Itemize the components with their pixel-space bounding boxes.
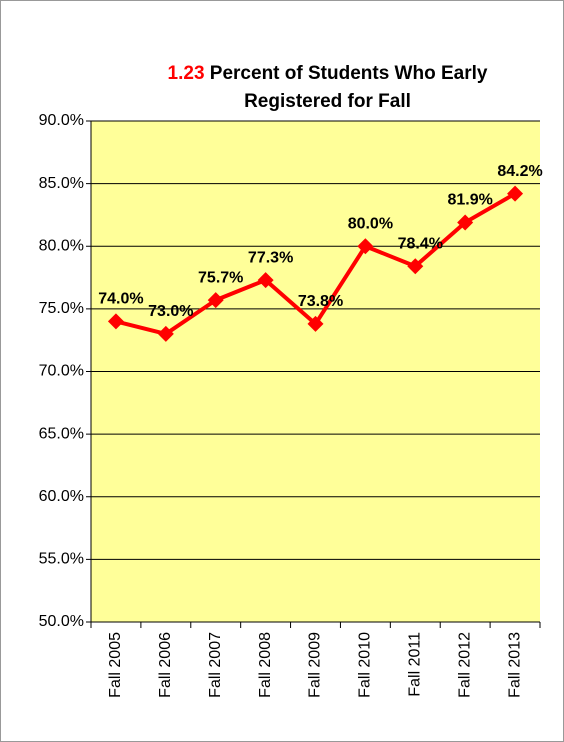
data-label: 73.8% <box>298 293 343 310</box>
y-tick-label: 50.0% <box>39 613 84 630</box>
marker <box>157 325 174 342</box>
x-tick-label: Fall 2013 <box>506 632 523 698</box>
x-tick-label: Fall 2010 <box>357 632 374 698</box>
x-tick-label: Fall 2009 <box>307 632 324 698</box>
marker <box>257 272 274 289</box>
y-tick-label: 90.0% <box>39 112 84 129</box>
marker <box>407 258 424 275</box>
y-tick-label: 80.0% <box>39 237 84 254</box>
x-tick-label: Fall 2005 <box>107 632 124 698</box>
data-label: 81.9% <box>447 192 492 209</box>
chart-title: 1.23 Percent of Students Who Early Regis… <box>150 60 505 116</box>
y-tick-label: 70.0% <box>39 363 84 380</box>
marker <box>107 313 124 330</box>
y-tick-label: 55.0% <box>39 551 84 568</box>
x-tick-label: Fall 2007 <box>207 632 224 698</box>
marker <box>457 214 474 231</box>
data-label: 84.2% <box>497 163 542 180</box>
x-tick-label: Fall 2012 <box>456 632 473 698</box>
marker <box>207 292 224 309</box>
y-tick-label: 75.0% <box>39 300 84 317</box>
y-tick-label: 85.0% <box>39 175 84 192</box>
data-label: 77.3% <box>248 249 293 266</box>
data-label: 75.7% <box>198 269 243 286</box>
data-label: 74.0% <box>98 291 143 308</box>
title-text: Percent of Students Who Early Registered… <box>209 63 488 112</box>
data-label: 80.0% <box>348 215 393 232</box>
x-tick-label: Fall 2006 <box>157 632 174 698</box>
marker <box>357 238 374 255</box>
title-number: 1.23 <box>167 63 205 84</box>
x-tick-label: Fall 2008 <box>257 632 274 698</box>
y-tick-label: 60.0% <box>39 488 84 505</box>
marker <box>507 185 524 202</box>
marker <box>307 315 324 332</box>
data-label: 73.0% <box>148 303 193 320</box>
y-tick-label: 65.0% <box>39 425 84 442</box>
data-label: 78.4% <box>398 236 443 253</box>
x-tick-label: Fall 2011 <box>406 632 423 697</box>
